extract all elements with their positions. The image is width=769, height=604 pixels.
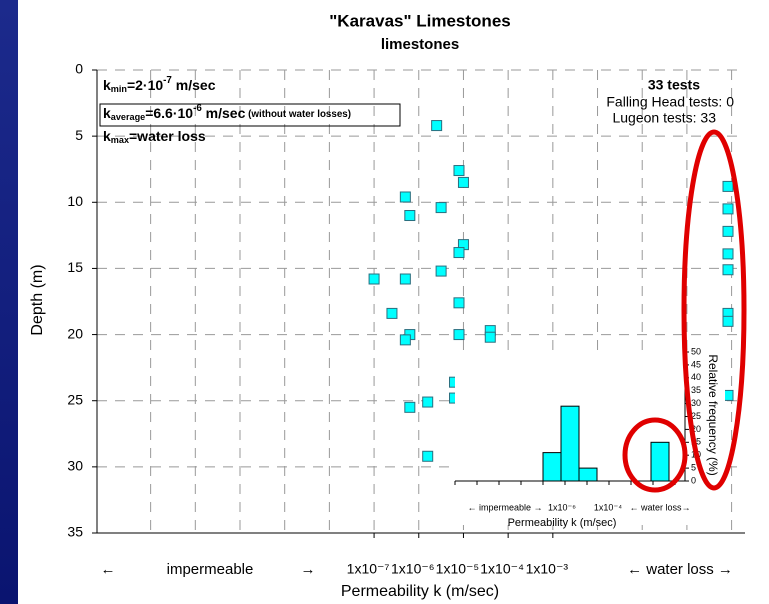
inset-y-label: Relative frequency (%) (706, 354, 720, 475)
annotation-part: -7 (163, 75, 172, 86)
inset-y-tick-label: 35 (691, 385, 701, 395)
annotation-part: =6.6·10 (145, 105, 193, 121)
inset-y-tick-label: 50 (691, 346, 701, 356)
inset-y-tick-label: 45 (691, 359, 701, 369)
annotation-part: k (103, 105, 111, 121)
data-point (435, 265, 447, 277)
data-point (453, 329, 465, 341)
y-tick-label: 20 (67, 325, 83, 341)
chart-title: "Karavas" Limestones (329, 11, 510, 30)
y-tick-label: 35 (67, 524, 83, 540)
highlight-circle (622, 417, 688, 493)
data-point (457, 176, 469, 188)
annotation-box (99, 103, 401, 127)
annotation-part: -6 (193, 103, 202, 114)
data-point (722, 315, 734, 327)
data-point (484, 331, 496, 343)
stats-text: Falling Head tests: 0 (606, 94, 734, 110)
y-tick-label: 25 (67, 391, 83, 407)
data-point (404, 210, 416, 222)
data-point (399, 191, 411, 203)
inset-bar (578, 467, 598, 482)
x-region-label: → (301, 561, 316, 578)
y-tick-label: 15 (67, 259, 83, 275)
data-point (722, 180, 734, 192)
stats-text: Lugeon tests: 33 (612, 110, 716, 126)
highlight-ellipse (681, 129, 747, 491)
x-axis-label: Permeability k (m/sec) (341, 583, 499, 600)
data-point (722, 203, 734, 215)
inset-y-tick-label: 25 (691, 411, 701, 421)
inset-x-label: ← water loss→ (629, 502, 690, 512)
annotation-part: =2·10 (127, 77, 163, 93)
annotation-part: (without water losses) (245, 109, 351, 120)
y-tick-label: 10 (67, 193, 83, 209)
data-point (422, 396, 434, 408)
x-tick-label: 1x10⁻⁷ (347, 561, 390, 577)
x-region-label: ← water loss → (627, 561, 733, 578)
x-tick-label: 1x10⁻⁶ (391, 561, 435, 577)
data-point (431, 120, 443, 132)
annotation: kaverage=6.6·10-6 m/sec (without water l… (103, 103, 351, 123)
data-point (722, 248, 734, 260)
data-point (399, 273, 411, 285)
stats-text: 33 tests (648, 77, 700, 93)
data-point (453, 165, 465, 177)
data-point (722, 225, 734, 237)
annotation: kmax=water loss (103, 128, 206, 146)
side-strip (0, 0, 18, 604)
inset-y-tick-label: 40 (691, 372, 701, 382)
inset-x-label: 1x10⁻⁶ (548, 502, 576, 512)
inset-y-tick-label: 5 (691, 462, 696, 472)
y-axis-label: Depth (m) (29, 264, 46, 335)
x-tick-label: 1x10⁻³ (526, 561, 569, 577)
x-region-label: impermeable (167, 561, 254, 578)
annotation-part: min (111, 84, 127, 94)
annotation-part: k (103, 77, 111, 93)
chart-subtitle: limestones (381, 36, 459, 53)
inset-y-tick-label: 0 (691, 475, 696, 485)
x-region-label: ← (101, 561, 116, 578)
annotation-part: =water loss (129, 128, 206, 144)
x-tick-label: 1x10⁻⁴ (480, 561, 524, 577)
inset-bar (650, 441, 670, 482)
annotation-part: m/sec (172, 77, 216, 93)
data-point (722, 264, 734, 276)
y-tick-label: 5 (75, 127, 83, 143)
inset-x-label: 1x10⁻⁴ (594, 502, 622, 512)
data-point (453, 247, 465, 259)
inset-bar (542, 452, 562, 482)
inset-bar (560, 405, 580, 482)
y-tick-label: 30 (67, 458, 83, 474)
inset-x-label: ← impermeable → (467, 502, 542, 512)
annotation-part: max (111, 135, 129, 145)
data-point (422, 450, 434, 462)
annotation: kmin=2·10-7 m/sec (103, 75, 216, 95)
annotation-part: m/sec (202, 105, 246, 121)
inset-y-tick-label: 20 (691, 424, 701, 434)
y-tick-label: 0 (75, 61, 83, 77)
data-point (386, 307, 398, 319)
data-point (404, 401, 416, 413)
inset-x-axis-label: Permeability k (m/sec) (508, 517, 617, 529)
data-point (453, 297, 465, 309)
x-tick-label: 1x10⁻⁵ (436, 561, 480, 577)
inset-y-tick-label: 30 (691, 398, 701, 408)
data-point (368, 273, 380, 285)
data-point (435, 202, 447, 214)
data-point (399, 334, 411, 346)
annotation-part: k (103, 128, 111, 144)
annotation-part: average (111, 112, 145, 122)
